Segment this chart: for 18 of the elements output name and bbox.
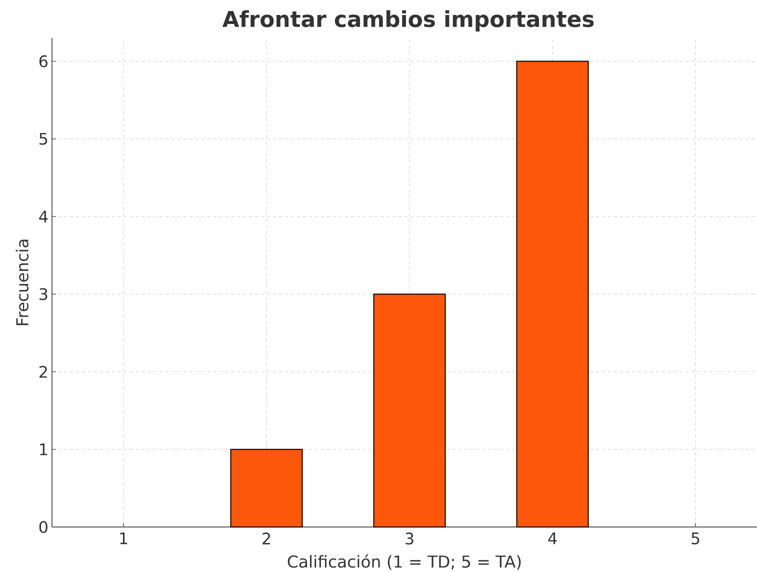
bar [516, 60, 589, 528]
x-tick-label: 1 [120, 532, 128, 544]
x-tick-label: 5 [692, 532, 700, 544]
y-tick-label: 2 [40, 366, 47, 378]
y-tick-label: 1 [40, 444, 48, 456]
x-tick-label: 4 [548, 532, 557, 544]
y-tick-label: 5 [40, 132, 48, 145]
y-tick-label: 6 [39, 55, 48, 68]
chart-title: Afrontar cambios importantes [222, 10, 594, 32]
bar [230, 448, 303, 528]
x-tick-label: 3 [406, 532, 414, 545]
y-tick-label: 4 [39, 210, 48, 222]
x-tick-label: 2 [262, 532, 270, 544]
y-axis-title: Frecuencia [16, 240, 29, 326]
bar [373, 294, 446, 528]
y-tick-label: 0 [39, 520, 48, 534]
x-axis-title: Calificación (1 = TD; 5 = TA) [288, 554, 521, 570]
y-tick-label: 3 [40, 288, 48, 300]
